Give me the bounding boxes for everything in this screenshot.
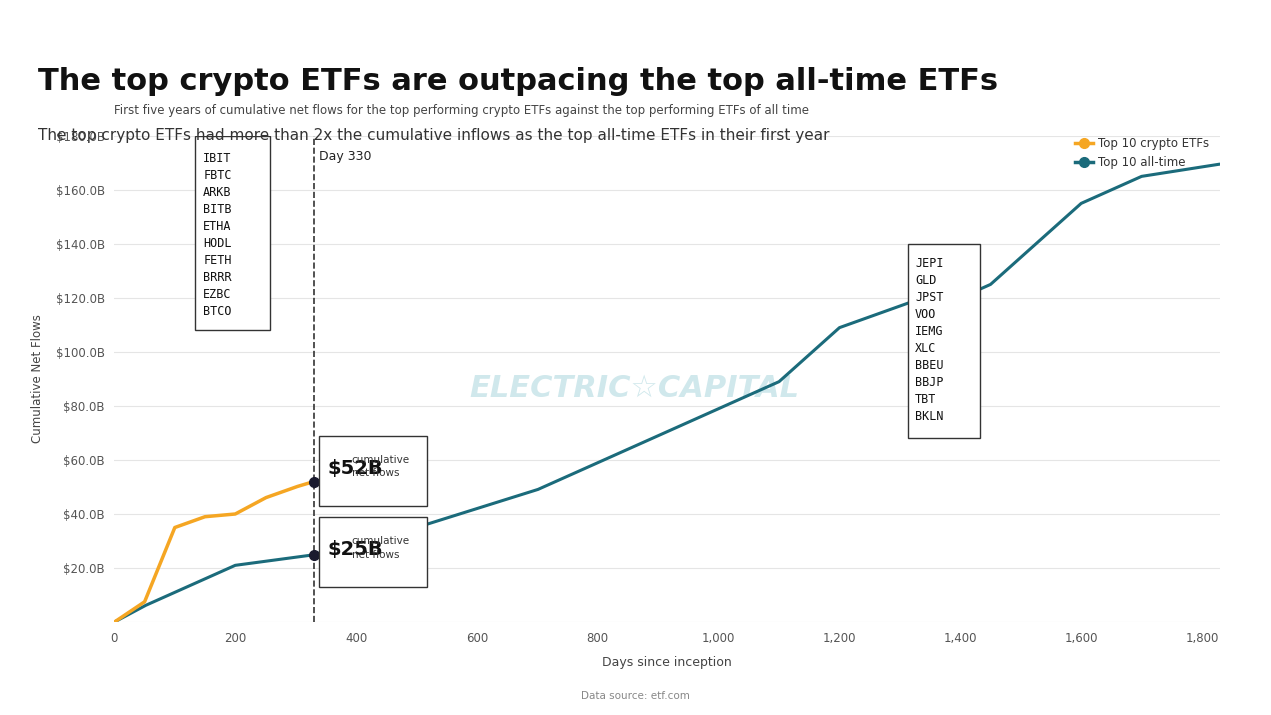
FancyBboxPatch shape: [194, 136, 269, 330]
FancyBboxPatch shape: [319, 435, 427, 506]
Text: IBIT
FBTC
ARKB
BITB
ETHA
HODL
FETH
BRRR
EZBC
BTCO: IBIT FBTC ARKB BITB ETHA HODL FETH BRRR …: [203, 152, 231, 318]
X-axis label: Days since inception: Days since inception: [602, 656, 732, 669]
Text: The top crypto ETFs had more than 2x the cumulative inflows as the top all-time : The top crypto ETFs had more than 2x the…: [38, 128, 829, 143]
Y-axis label: Cumulative Net Flows: Cumulative Net Flows: [32, 315, 44, 443]
Text: 2024☆DeveloperReport.com: 2024☆DeveloperReport.com: [1033, 24, 1233, 37]
Text: ELECTRIC☆CAPITAL: ELECTRIC☆CAPITAL: [38, 23, 202, 38]
Legend: Top 10 crypto ETFs, Top 10 all-time: Top 10 crypto ETFs, Top 10 all-time: [1070, 132, 1214, 173]
FancyBboxPatch shape: [907, 244, 980, 438]
Text: ELECTRIC☆CAPITAL: ELECTRIC☆CAPITAL: [469, 374, 799, 403]
Text: Day 330: Day 330: [319, 150, 371, 164]
Text: net flows: net flows: [352, 468, 399, 478]
Text: The top crypto ETFs are outpacing the top all-time ETFs: The top crypto ETFs are outpacing the to…: [38, 67, 998, 97]
Text: cumulative: cumulative: [352, 536, 411, 546]
Text: Data source: etf.com: Data source: etf.com: [581, 691, 690, 701]
Text: First five years of cumulative net flows for the top performing crypto ETFs agai: First five years of cumulative net flows…: [114, 104, 810, 117]
Text: $52B: $52B: [328, 458, 384, 478]
FancyBboxPatch shape: [319, 517, 427, 587]
Text: cumulative: cumulative: [352, 455, 411, 465]
Text: $25B: $25B: [328, 540, 384, 558]
Text: JEPI
GLD
JPST
VOO
IEMG
XLC
BBEU
BBJP
TBT
BKLN: JEPI GLD JPST VOO IEMG XLC BBEU BBJP TBT…: [915, 257, 943, 423]
Text: net flows: net flows: [352, 550, 399, 560]
